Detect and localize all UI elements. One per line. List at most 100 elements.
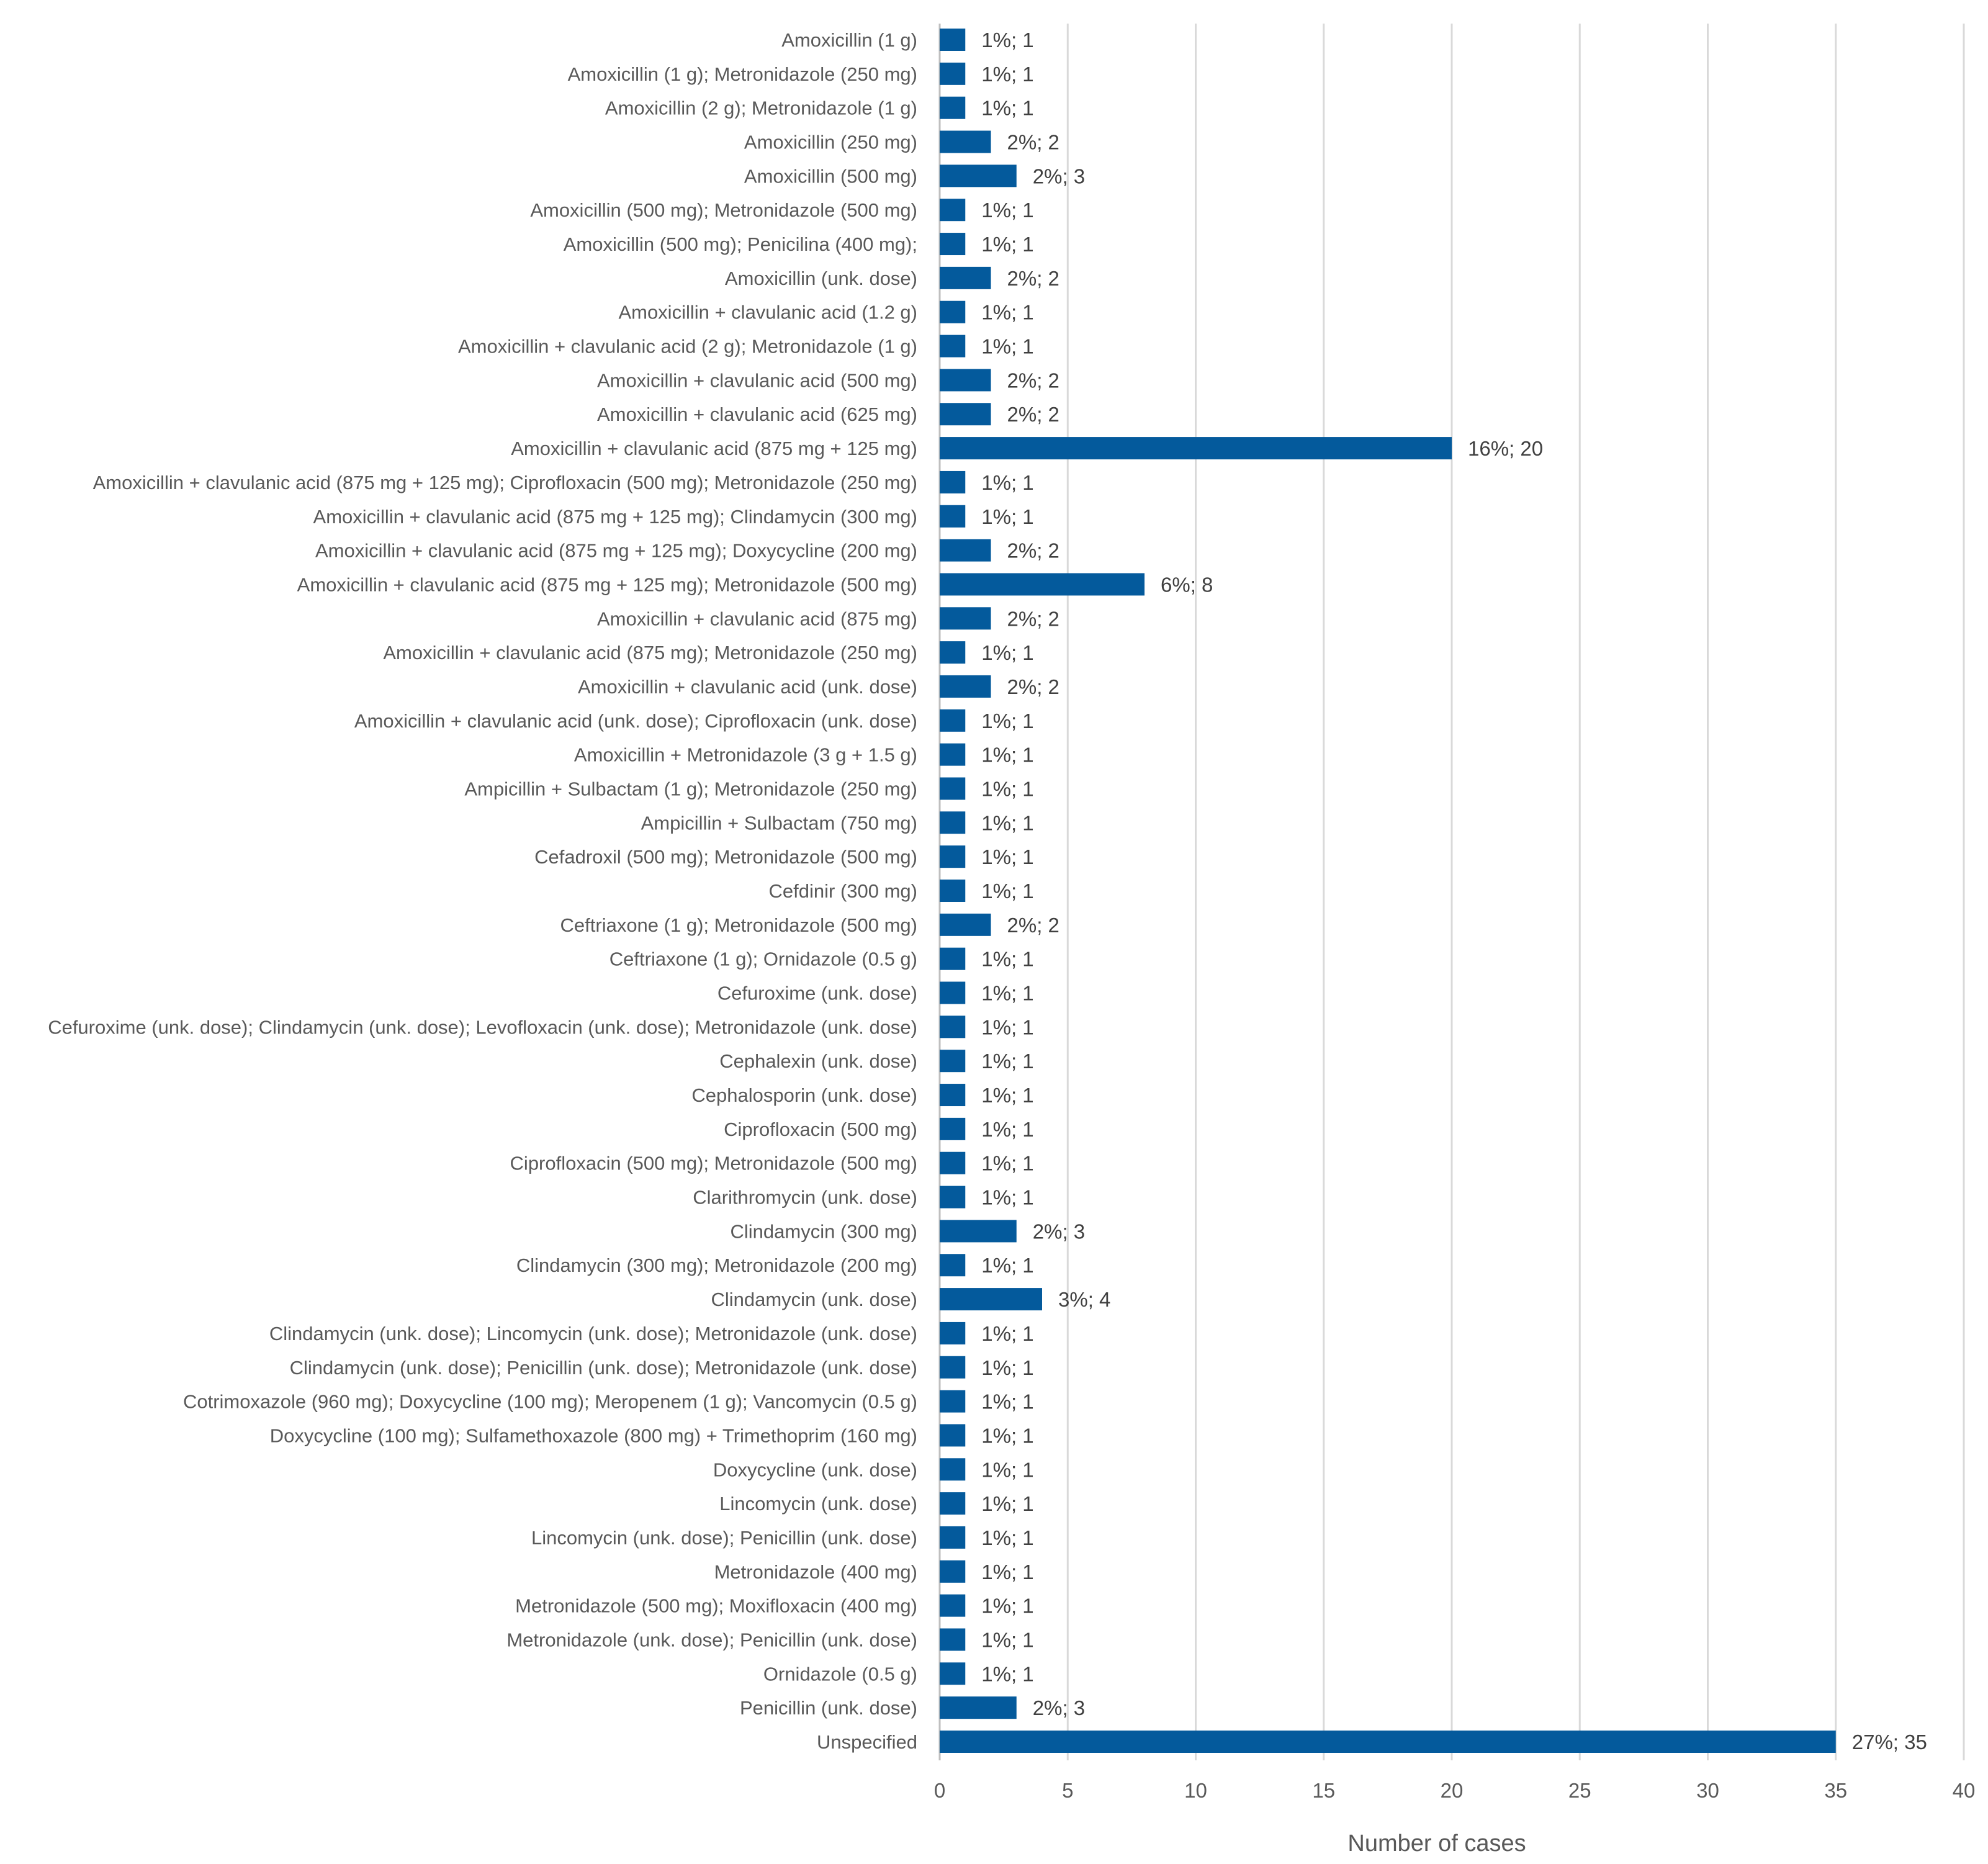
data-label: 2%; 2	[1007, 607, 1059, 630]
bar	[940, 1151, 966, 1174]
category-label: Cefuroxime (unk. dose)	[717, 983, 917, 1004]
category-label: Amoxicillin + clavulanic acid (unk. dose…	[354, 710, 917, 732]
bar	[940, 1321, 966, 1344]
bar	[940, 1254, 966, 1277]
category-label: Amoxicillin + clavulanic acid (875 mg); …	[383, 642, 917, 664]
category-label: Amoxicillin + clavulanic acid (625 mg)	[597, 403, 917, 425]
bar	[940, 880, 966, 902]
bars	[940, 29, 1836, 1753]
data-label: 1%; 1	[981, 845, 1033, 868]
category-label: Amoxicillin + clavulanic acid (500 mg)	[597, 369, 917, 391]
category-label: Doxycycline (unk. dose)	[713, 1459, 917, 1480]
data-label: 1%; 1	[981, 1152, 1033, 1175]
data-label: 1%; 1	[981, 335, 1033, 358]
category-label: Cefuroxime (unk. dose); Clindamycin (unk…	[48, 1016, 917, 1038]
data-label: 2%; 2	[1007, 267, 1059, 290]
bar	[940, 29, 966, 51]
category-label: Amoxicillin (unk. dose)	[725, 268, 917, 289]
bar	[940, 130, 991, 153]
bar	[940, 913, 991, 936]
data-label: 1%; 1	[981, 1526, 1033, 1549]
category-label: Cefadroxil (500 mg); Metronidazole (500 …	[534, 846, 917, 868]
bar	[940, 199, 966, 222]
x-tick-label: 35	[1824, 1779, 1847, 1802]
bar	[940, 1356, 966, 1379]
x-tick-label: 5	[1062, 1779, 1073, 1802]
data-label: 1%; 1	[981, 744, 1033, 767]
category-label: Ampicillin + Sulbactam (750 mg)	[641, 812, 917, 834]
x-axis-title: Number of cases	[1347, 1830, 1526, 1857]
category-label: Amoxicillin + clavulanic acid (875 mg + …	[315, 540, 917, 562]
data-label: 1%; 1	[981, 1492, 1033, 1515]
category-label: Clindamycin (unk. dose); Penicillin (unk…	[290, 1357, 917, 1379]
category-label: Clindamycin (300 mg); Metronidazole (200…	[516, 1254, 917, 1276]
bar	[940, 300, 966, 323]
category-label: Lincomycin (unk. dose)	[719, 1493, 917, 1515]
data-label: 2%; 3	[1033, 1220, 1085, 1243]
category-label: Amoxicillin (500 mg)	[744, 165, 917, 187]
category-label: Doxycycline (100 mg); Sulfamethoxazole (…	[270, 1425, 917, 1446]
data-label: 1%; 1	[981, 1254, 1033, 1277]
category-label: Clindamycin (unk. dose); Lincomycin (unk…	[269, 1323, 917, 1344]
category-label: Amoxicillin + Metronidazole (3 g + 1.5 g…	[574, 744, 917, 766]
bar	[940, 743, 966, 766]
category-label: Cefdinir (300 mg)	[769, 880, 917, 902]
data-label: 2%; 2	[1007, 369, 1059, 392]
bar	[940, 1288, 1042, 1311]
bar	[940, 403, 991, 426]
bar	[940, 675, 991, 698]
category-label: Amoxicillin (1 g)	[781, 29, 917, 51]
data-label: 1%; 1	[981, 1015, 1033, 1038]
data-label: 1%; 1	[981, 811, 1033, 834]
bar	[940, 811, 966, 834]
bar	[940, 96, 966, 119]
data-label: 1%; 1	[981, 1595, 1033, 1618]
bar	[940, 1015, 966, 1038]
data-label: 1%; 1	[981, 63, 1033, 86]
bar	[940, 1696, 1017, 1719]
x-tick-label: 30	[1696, 1779, 1719, 1802]
category-label: Amoxicillin + clavulanic acid (875 mg + …	[511, 438, 917, 459]
category-label: Amoxicillin (2 g); Metronidazole (1 g)	[605, 97, 917, 119]
data-label: 1%; 1	[981, 301, 1033, 324]
bar	[940, 1186, 966, 1209]
bar	[940, 1492, 966, 1515]
data-label: 1%; 1	[981, 1628, 1033, 1651]
bar	[940, 573, 1145, 596]
bar	[940, 437, 1452, 460]
bar	[940, 1050, 966, 1073]
data-label: 2%; 2	[1007, 675, 1059, 698]
data-label: 1%; 1	[981, 233, 1033, 256]
data-label: 1%; 1	[981, 1322, 1033, 1345]
category-label: Amoxicillin (250 mg)	[744, 132, 917, 153]
x-tick-label: 25	[1568, 1779, 1591, 1802]
bar	[940, 1560, 966, 1583]
bar	[940, 1424, 966, 1447]
category-label: Ornidazole (0.5 g)	[763, 1663, 917, 1685]
category-label: Ceftriaxone (1 g); Ornidazole (0.5 g)	[609, 948, 917, 970]
bar	[940, 505, 966, 528]
bar	[940, 947, 966, 970]
bar	[940, 335, 966, 358]
data-label: 1%; 1	[981, 29, 1033, 52]
bar	[940, 607, 991, 630]
data-label: 1%; 1	[981, 1050, 1033, 1073]
bar	[940, 1628, 966, 1651]
category-label: Cephalexin (unk. dose)	[719, 1050, 917, 1072]
bar	[940, 981, 966, 1004]
bar	[940, 369, 991, 392]
x-tick-label: 40	[1953, 1779, 1976, 1802]
category-label: Cotrimoxazole (960 mg); Doxycycline (100…	[183, 1391, 917, 1413]
data-label: 1%; 1	[981, 1458, 1033, 1481]
data-label: 16%; 20	[1468, 437, 1543, 460]
data-label: 1%; 1	[981, 777, 1033, 800]
category-label: Amoxicillin + clavulanic acid (875 mg)	[597, 608, 917, 629]
category-label: Ceftriaxone (1 g); Metronidazole (500 mg…	[560, 914, 917, 936]
data-labels: 1%; 11%; 11%; 12%; 22%; 31%; 11%; 12%; 2…	[981, 29, 1927, 1754]
x-tick-label: 15	[1312, 1779, 1335, 1802]
data-label: 3%; 4	[1058, 1288, 1110, 1311]
category-label: Clarithromycin (unk. dose)	[693, 1187, 917, 1209]
category-label: Lincomycin (unk. dose); Penicillin (unk.…	[531, 1527, 917, 1549]
category-label: Amoxicillin + clavulanic acid (2 g); Met…	[458, 336, 917, 358]
